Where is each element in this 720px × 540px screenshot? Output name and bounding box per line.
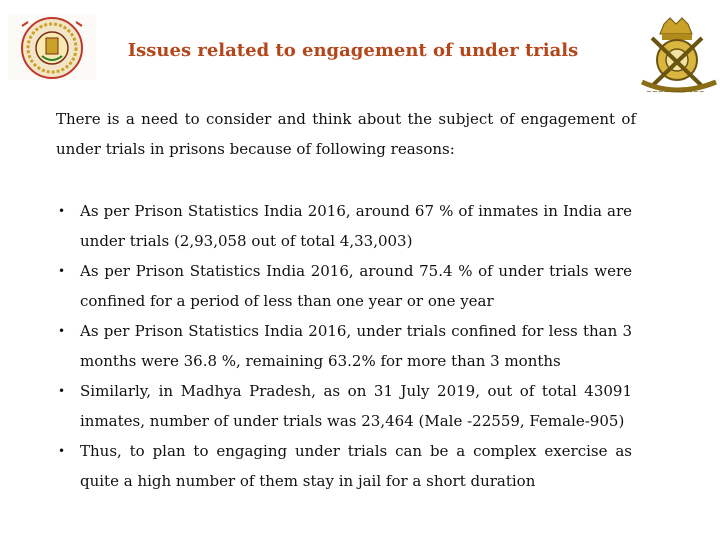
- intro-paragraph: There is a need to consider and think ab…: [56, 110, 636, 158]
- list-item-text: Similarly, in Madhya Pradesh, as on 31 J…: [80, 382, 632, 430]
- list-item: • As per Prison Statistics India 2016, un…: [56, 316, 632, 376]
- bullet-icon: •: [58, 384, 66, 398]
- list-item: • As per Prison Statistics India 2016, ar…: [56, 256, 632, 316]
- svg-text:~~~~~~~~~~: ~~~~~~~~~~: [646, 88, 705, 96]
- bullet-icon: •: [58, 204, 66, 218]
- list-item-text: As per Prison Statistics India 2016, aro…: [80, 202, 632, 250]
- state-emblem-logo: [8, 14, 96, 80]
- bullet-icon: •: [58, 324, 66, 338]
- list-item: • Thus, to plan to engaging under trials …: [56, 436, 632, 496]
- list-item-text: Thus, to plan to engaging under trials c…: [80, 442, 632, 490]
- police-emblem-logo: ~~~~~~~~~~: [636, 16, 720, 100]
- bullet-icon: •: [58, 444, 66, 458]
- slide-title: Issues related to engagement of under tr…: [127, 40, 579, 61]
- bullet-icon: •: [58, 264, 66, 278]
- list-item-text: As per Prison Statistics India 2016, aro…: [80, 262, 632, 310]
- list-item: • As per Prison Statistics India 2016, ar…: [56, 196, 632, 256]
- reasons-list: • As per Prison Statistics India 2016, ar…: [56, 196, 632, 496]
- list-item-text: As per Prison Statistics India 2016, und…: [80, 322, 632, 370]
- list-item: • Similarly, in Madhya Pradesh, as on 31 …: [56, 376, 632, 436]
